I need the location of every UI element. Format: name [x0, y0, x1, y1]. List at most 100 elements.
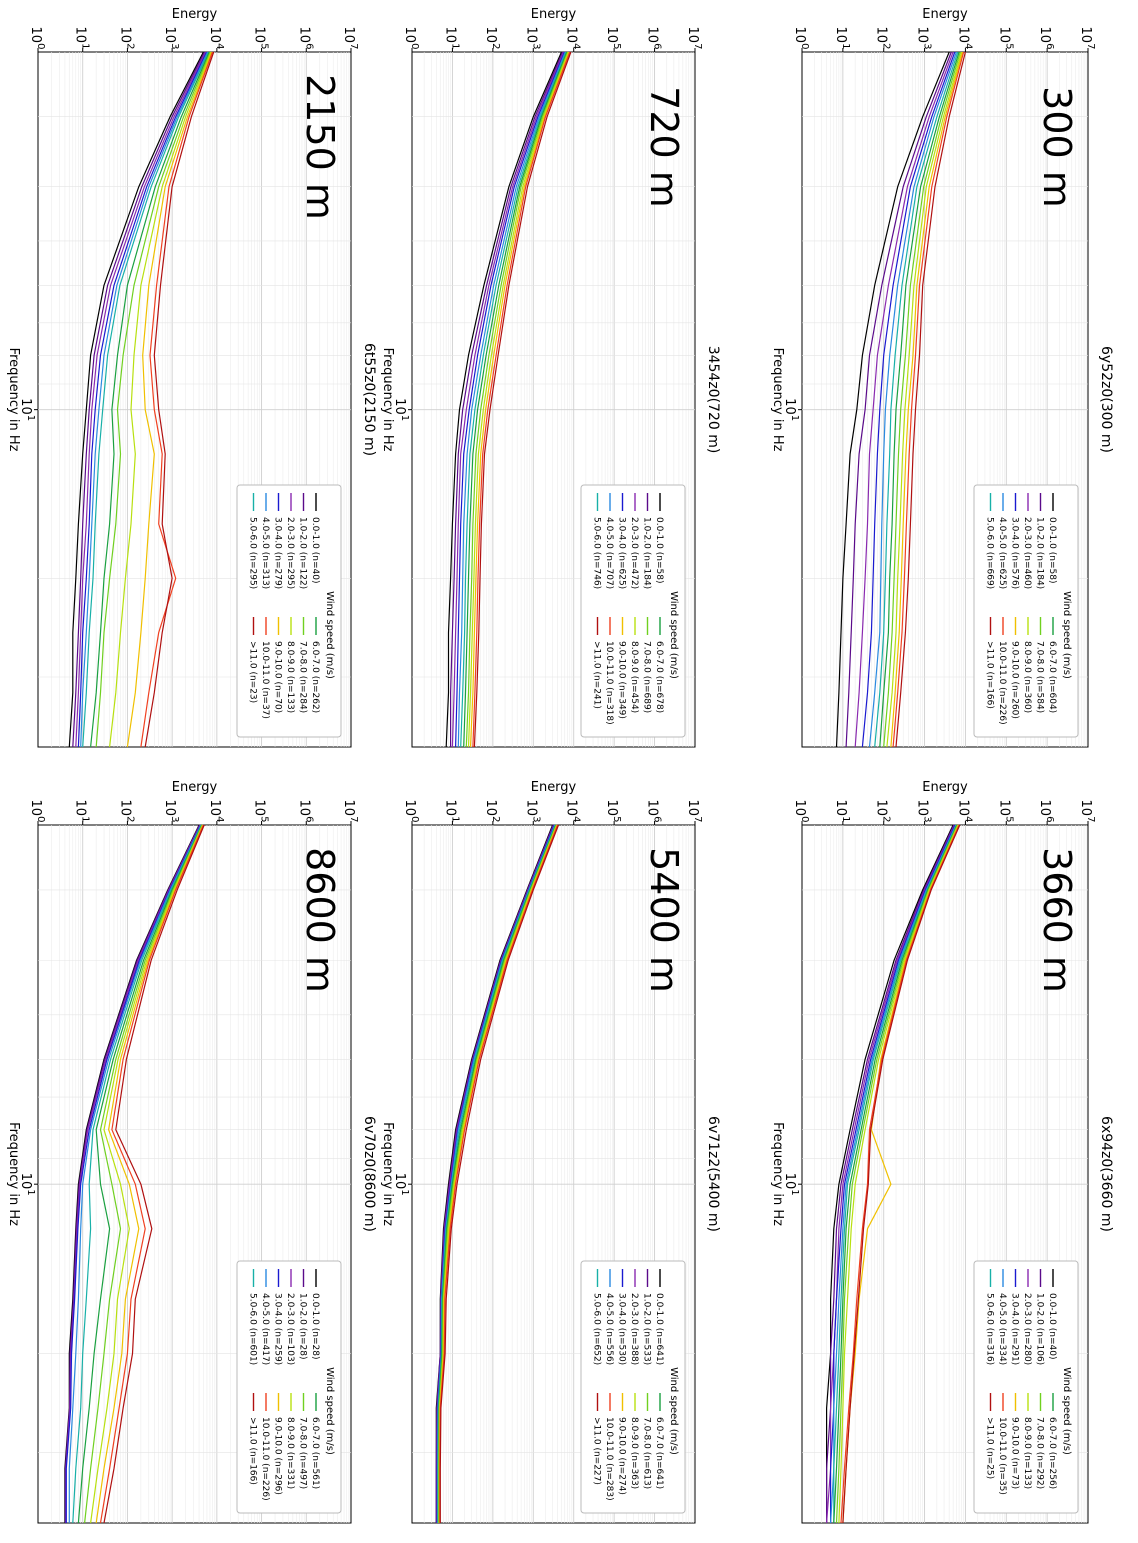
x-tick-label: 101: [782, 398, 800, 421]
legend-entry: 7.0-8.0 (n=284): [298, 641, 308, 713]
series-line: [95, 824, 204, 1524]
legend-entry: 5.0-6.0 (n=669): [985, 517, 995, 589]
y-tick-label: 104: [955, 27, 973, 50]
legend-entry: 2.0-3.0 (n=388): [629, 1293, 639, 1365]
legend-entry: 2.0-3.0 (n=472): [629, 517, 639, 589]
y-tick-label: 106: [296, 27, 314, 50]
series-line: [460, 51, 567, 748]
series-line: [80, 51, 209, 748]
series-line: [140, 51, 214, 748]
legend-entry: 9.0-10.0 (n=349): [617, 641, 627, 719]
series-line: [65, 824, 201, 1523]
legend-entry: 1.0-2.0 (n=184): [642, 517, 652, 589]
legend-entry: 9.0-10.0 (n=274): [617, 1417, 627, 1495]
legend-entry: 6.0-7.0 (n=604): [1047, 641, 1057, 713]
legend-entry: 7.0-8.0 (n=292): [1035, 1417, 1045, 1489]
x-axis-label: Frequency in Hz: [380, 1122, 395, 1226]
chart-panel: 100 101 102 103 104 105 106 107 101 Energy Frequen…: [770, 780, 1114, 1524]
legend-entry: 8.0-9.0 (n=133): [1022, 1417, 1032, 1489]
x-tick-label: 101: [392, 398, 410, 421]
series-line: [883, 51, 961, 748]
legend-entry: 2.0-3.0 (n=103): [285, 1293, 295, 1365]
series-line: [826, 824, 956, 1524]
series-line: [879, 51, 960, 748]
y-tick-label: 106: [1037, 27, 1055, 50]
y-tick-label: 105: [604, 800, 622, 823]
legend-entry: 4.0-5.0 (n=334): [997, 1293, 1007, 1365]
series-line: [82, 51, 210, 748]
series-line: [472, 51, 571, 748]
series-line: [95, 51, 211, 748]
y-tick-label: 107: [685, 800, 703, 823]
series-line: [465, 51, 569, 748]
y-tick-label: 101: [73, 27, 91, 50]
altitude-label: 300 m: [1035, 86, 1079, 208]
x-axis-label: Frequency in Hz: [770, 1122, 785, 1226]
legend-entry: 7.0-8.0 (n=613): [642, 1417, 652, 1489]
legend-entry: 4.0-5.0 (n=707): [604, 517, 614, 589]
series-line: [833, 824, 957, 1523]
legend-entry: 9.0-10.0 (n=70): [273, 641, 283, 713]
chart-panel: 100 101 102 103 104 105 106 107 101 Energy Frequen…: [6, 7, 377, 748]
y-tick-label: 100: [28, 27, 46, 50]
y-tick-label: 106: [645, 27, 663, 50]
legend-entry: 6.0-7.0 (n=678): [654, 641, 664, 713]
legend-entry: 3.0-4.0 (n=625): [617, 517, 627, 589]
series-line: [840, 824, 960, 1524]
legend-box: [236, 1260, 342, 1514]
legend-box: [973, 1260, 1079, 1514]
series-line: [75, 51, 207, 748]
y-axis-label: Energy: [531, 7, 577, 22]
legend-box: [236, 484, 342, 738]
y-tick-label: 103: [162, 27, 180, 50]
chart-title: 6v71z2(5400 m): [705, 1116, 721, 1232]
series-line: [451, 51, 565, 748]
y-tick-label: 102: [117, 27, 135, 50]
y-tick-label: 105: [996, 27, 1014, 50]
y-tick-label: 106: [645, 800, 663, 823]
y-tick-label: 104: [564, 800, 582, 823]
y-tick-label: 105: [996, 800, 1014, 823]
legend: Wind speed (m/s) 0.0-1.0 (n=28)1.0-2.0 (n…: [236, 1260, 342, 1514]
legend-entry: >11.0 (n=227): [592, 1417, 602, 1485]
legend-entry: 10.0-11.0 (n=283): [604, 1417, 614, 1501]
y-tick-label: 105: [252, 27, 270, 50]
series-line: [892, 51, 965, 748]
series-line: [830, 824, 957, 1524]
y-tick-label: 107: [341, 27, 359, 50]
y-tick-label: 103: [162, 800, 180, 823]
y-tick-label: 104: [564, 27, 582, 50]
chart-title: 6t55z0(2150 m): [361, 343, 377, 456]
series-line: [835, 824, 959, 1524]
legend-entry: 0.0-1.0 (n=641): [654, 1293, 664, 1365]
legend-box: [580, 484, 686, 738]
x-tick-label: 101: [782, 1173, 800, 1196]
series-line: [842, 824, 961, 1524]
y-tick-label: 107: [1078, 800, 1096, 823]
series-line: [68, 51, 204, 748]
legend-entry: 10.0-11.0 (n=37): [260, 641, 270, 719]
y-tick-label: 104: [207, 27, 225, 50]
chart-panel: 100 101 102 103 104 105 106 107 101 Energy Frequen…: [770, 7, 1114, 748]
series-line: [826, 824, 955, 1523]
legend-box: [973, 484, 1079, 738]
legend-entry: 0.0-1.0 (n=28): [310, 1293, 320, 1359]
legend-entry: 1.0-2.0 (n=28): [298, 1293, 308, 1359]
series-line: [826, 824, 954, 1523]
legend-entry: 4.0-5.0 (n=313): [260, 517, 270, 589]
chart-title: 6y52z0(300 m): [1098, 346, 1114, 453]
legend-entry: 9.0-10.0 (n=260): [1010, 641, 1020, 719]
series-line: [463, 51, 568, 748]
legend-entry: >11.0 (n=166): [985, 641, 995, 709]
series-line: [90, 824, 204, 1524]
series-line: [126, 51, 213, 748]
legend-entry: 4.0-5.0 (n=556): [604, 1293, 614, 1365]
series-line: [72, 824, 202, 1524]
legend-title: Wind speed (m/s): [668, 1367, 679, 1455]
legend-entry: 1.0-2.0 (n=533): [642, 1293, 652, 1365]
chart-title: 6x94z0(3660 m): [1098, 1116, 1114, 1232]
y-tick-label: 100: [792, 800, 810, 823]
y-tick-label: 106: [1037, 800, 1055, 823]
series-line: [890, 51, 964, 748]
